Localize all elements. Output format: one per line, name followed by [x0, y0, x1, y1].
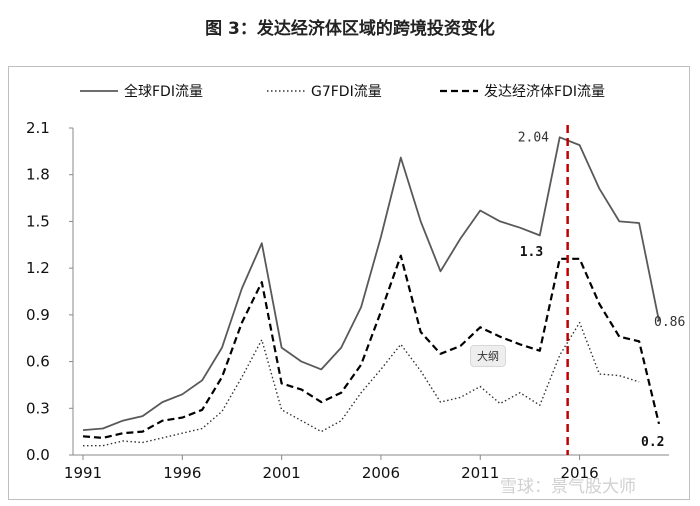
chart-frame [8, 66, 690, 500]
outline-badge[interactable]: 大纲 [470, 345, 506, 367]
data-label: 0.86 [654, 315, 685, 330]
y-tick-label: 1.5 [26, 212, 50, 230]
x-tick-label: 1996 [163, 464, 201, 482]
watermark: 雪球：景气股大师 [500, 477, 636, 497]
data-label: 1.3 [520, 245, 543, 260]
legend-label: 发达经济体FDI流量 [484, 84, 605, 100]
chart-title: 图 3：发达经济体区域的跨境投资变化 [205, 19, 495, 39]
x-tick-label: 2001 [263, 464, 301, 482]
y-tick-label: 0.0 [26, 446, 50, 464]
y-tick-label: 0.9 [26, 306, 50, 324]
data-label: 2.04 [518, 130, 549, 145]
y-tick-label: 1.2 [26, 259, 50, 277]
series-line-1 [82, 136, 660, 431]
x-tick-label: 2011 [461, 464, 499, 482]
legend-label: G7FDI流量 [311, 84, 382, 100]
legend-label: 全球FDI流量 [124, 83, 203, 100]
y-tick-label: 0.3 [26, 399, 50, 417]
y-tick-label: 0.6 [26, 353, 50, 371]
series-line-2 [83, 321, 640, 447]
x-tick-label: 2006 [362, 464, 400, 482]
x-tick-label: 1991 [64, 464, 102, 482]
data-label: 0.2 [641, 435, 664, 450]
y-tick-label: 1.8 [26, 166, 50, 184]
y-tick-label: 2.1 [26, 119, 50, 137]
series-line-3 [82, 254, 661, 439]
x-tick-label: 2016 [560, 464, 598, 482]
